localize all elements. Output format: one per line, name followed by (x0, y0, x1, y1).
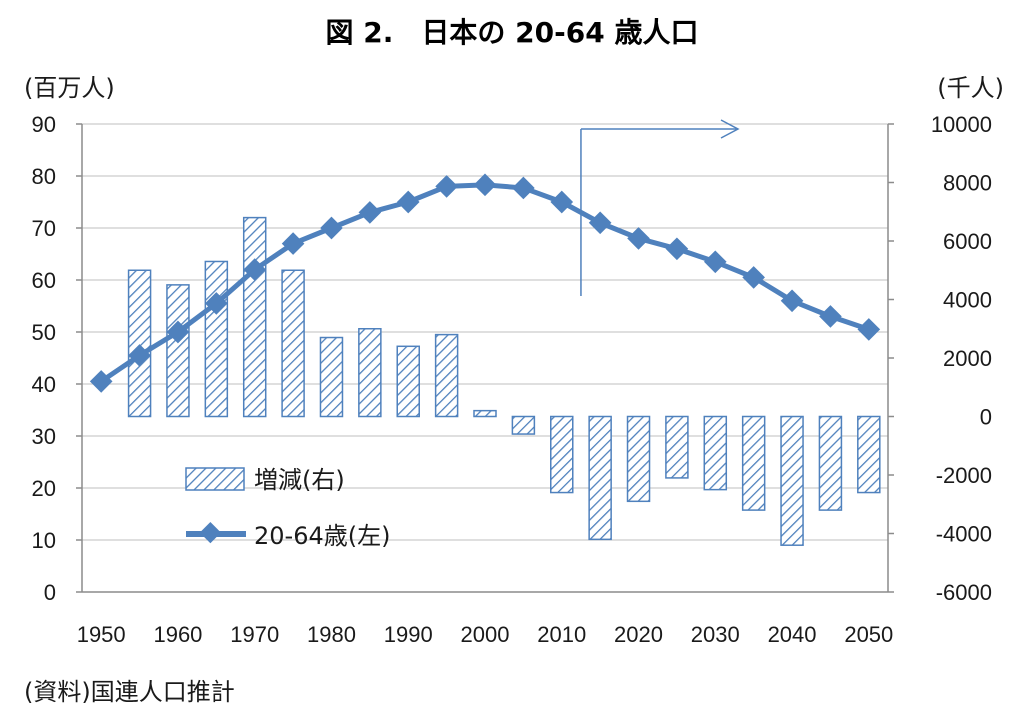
projection-arrow (580, 119, 740, 296)
left-tick-label: 20 (32, 476, 56, 501)
line-point (512, 176, 535, 200)
line-point (435, 175, 458, 198)
bar (166, 284, 190, 418)
bar (857, 415, 881, 494)
source-note: (資料)国連人口推計 (24, 678, 235, 706)
x-tick-label: 2030 (691, 622, 740, 647)
right-tick-label: -2000 (936, 463, 992, 488)
line-point (627, 227, 650, 250)
left-tick-label: 90 (32, 112, 56, 137)
line-point (857, 318, 881, 341)
bar (242, 216, 267, 418)
right-tick-label: 2000 (943, 346, 992, 371)
line-point (665, 237, 689, 261)
right-tick-label: -6000 (936, 580, 992, 605)
bar (780, 415, 804, 546)
left-tick-label: 80 (32, 164, 56, 189)
bar (588, 415, 612, 541)
x-tick-label: 1960 (153, 622, 202, 647)
right-tick-label: 6000 (943, 229, 992, 254)
legend-line-label: 20-64歳(左) (254, 522, 390, 550)
bar (127, 269, 152, 418)
right-tick-label: 10000 (931, 112, 992, 137)
bar (319, 336, 344, 418)
line-point (473, 173, 497, 197)
left-axis-unit: (百万人) (24, 74, 115, 102)
x-tick-label: 2020 (614, 622, 663, 647)
right-axis-unit: (千人) (937, 74, 1004, 102)
bar (358, 328, 382, 418)
line-point (89, 370, 113, 393)
bar (204, 260, 229, 418)
right-axis-ticks: -6000 -4000 -2000 0 2000 4000 6000 8000 10000 (931, 112, 992, 605)
line-point (358, 201, 382, 224)
line-point (819, 305, 842, 328)
x-tick-label: 2040 (768, 622, 817, 647)
right-tick-label: 8000 (943, 171, 992, 196)
bar-series-change (127, 216, 881, 546)
bar (434, 333, 459, 418)
x-tick-label: 1990 (384, 622, 433, 647)
left-tick-label: 40 (32, 372, 56, 397)
axes (76, 123, 894, 593)
x-tick-label: 1970 (230, 622, 279, 647)
x-tick-label: 1980 (307, 622, 356, 647)
left-axis-ticks: 0 10 20 30 40 50 60 70 80 90 (32, 112, 56, 605)
right-tick-label: 0 (980, 405, 992, 430)
x-tick-label: 1950 (77, 622, 126, 647)
line-point (396, 190, 420, 214)
bar (473, 409, 497, 418)
line-point (550, 190, 574, 214)
x-tick-label: 2050 (844, 622, 893, 647)
arrow-head-icon (720, 119, 740, 139)
bar (550, 415, 574, 494)
left-tick-label: 60 (32, 268, 56, 293)
bar (741, 415, 766, 511)
left-tick-label: 70 (32, 216, 56, 241)
bar (396, 345, 420, 418)
bar (626, 415, 651, 503)
x-axis-ticks: 1950 1960 1970 1980 1990 2000 2010 2020 2030 2040… (77, 622, 894, 647)
chart-title: 図 2. 日本の 20-64 歳人口 (326, 16, 699, 49)
bar (511, 415, 536, 435)
bar (281, 269, 305, 418)
legend-bar-swatch (185, 467, 245, 491)
right-tick-label: 4000 (943, 288, 992, 313)
line-point (320, 216, 343, 240)
line-point (780, 289, 804, 313)
bar (665, 415, 689, 479)
left-tick-label: 10 (32, 528, 56, 553)
line-point (588, 211, 612, 235)
legend-bar-label: 増減(右) (254, 466, 345, 494)
left-tick-label: 30 (32, 424, 56, 449)
left-tick-label: 50 (32, 320, 56, 345)
x-tick-label: 2000 (461, 622, 510, 647)
x-tick-label: 2010 (537, 622, 586, 647)
line-point (742, 266, 765, 289)
left-tick-label: 0 (44, 580, 56, 605)
bar (703, 415, 728, 491)
legend: 増減(右) 20-64歳(左) (185, 466, 390, 550)
line-point (703, 250, 727, 274)
bar (818, 415, 843, 511)
right-tick-label: -4000 (936, 522, 992, 547)
